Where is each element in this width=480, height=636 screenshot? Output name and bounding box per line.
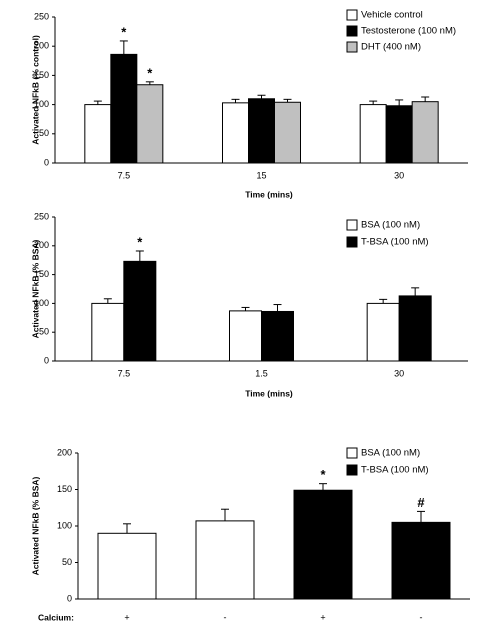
legend-swatch (346, 447, 358, 459)
legend-swatch (346, 236, 358, 248)
legend-swatch (346, 464, 358, 476)
legend-swatch (346, 25, 358, 37)
x-axis-title: Time (mins) (245, 189, 293, 199)
bar (385, 105, 413, 164)
x-tick-label: 7.5 (118, 170, 131, 180)
y-tick-label: 100 (34, 99, 49, 109)
x-axis-title: Time (mins) (245, 388, 293, 398)
x-tick-label: 30 (394, 368, 404, 378)
bar (411, 101, 439, 164)
bar (359, 104, 387, 164)
y-tick-label: 0 (44, 157, 49, 167)
bar (110, 53, 138, 164)
bar (398, 295, 432, 362)
bar (274, 101, 301, 164)
y-axis-title: Activated NFkB (% BSA) (30, 239, 40, 338)
bar (222, 102, 249, 164)
y-tick-label: 100 (34, 298, 49, 308)
y-tick-label: 200 (34, 240, 49, 250)
y-tick-label: 0 (44, 355, 49, 365)
legend-label: BSA (100 nM) (361, 220, 420, 231)
bar (84, 104, 112, 164)
x-tick-label: + (320, 612, 325, 622)
annotation: * (320, 467, 326, 482)
legend-swatch (346, 219, 358, 231)
y-tick-label: 250 (34, 211, 49, 221)
y-tick-label: 50 (39, 327, 49, 337)
x-axis-title: Calcium: (38, 612, 74, 622)
bar (293, 489, 353, 600)
bar (261, 310, 294, 362)
x-tick-label: 30 (394, 170, 404, 180)
bar (391, 521, 451, 600)
y-tick-label: 150 (34, 70, 49, 80)
bar (229, 310, 262, 362)
bar (97, 532, 157, 600)
annotation: * (121, 24, 127, 39)
legend-label: DHT (400 nM) (361, 42, 421, 53)
annotation: * (137, 234, 143, 249)
x-tick-label: 15 (256, 170, 266, 180)
y-axis-title: Activated NFkB (% BSA) (30, 476, 40, 575)
legend-swatch (346, 41, 358, 53)
y-tick-label: 150 (34, 269, 49, 279)
bar (123, 260, 157, 362)
bar (195, 520, 255, 600)
y-tick-label: 150 (57, 484, 72, 494)
y-tick-label: 0 (67, 593, 72, 603)
x-tick-label: - (224, 612, 227, 622)
bar (366, 302, 400, 362)
annotation: # (417, 495, 425, 510)
legend-label: T-BSA (100 nM) (361, 465, 429, 476)
annotation: * (147, 65, 153, 80)
legend-label: T-BSA (100 nM) (361, 237, 429, 248)
y-tick-label: 200 (57, 447, 72, 457)
y-tick-label: 200 (34, 41, 49, 51)
x-tick-label: 7.5 (118, 368, 131, 378)
legend-label: BSA (100 nM) (361, 448, 420, 459)
bar (136, 84, 164, 164)
bar (248, 98, 275, 164)
bar (91, 302, 125, 362)
x-tick-label: 1.5 (255, 368, 268, 378)
legend-label: Testosterone (100 nM) (361, 26, 456, 37)
x-tick-label: - (420, 612, 423, 622)
legend-label: Vehicle control (361, 10, 423, 21)
y-tick-label: 250 (34, 11, 49, 21)
x-tick-label: + (124, 612, 129, 622)
y-tick-label: 100 (57, 520, 72, 530)
legend-swatch (346, 9, 358, 21)
y-tick-label: 50 (39, 128, 49, 138)
y-tick-label: 50 (62, 557, 72, 567)
y-axis-title: Activated NFkB (% control) (30, 35, 40, 145)
